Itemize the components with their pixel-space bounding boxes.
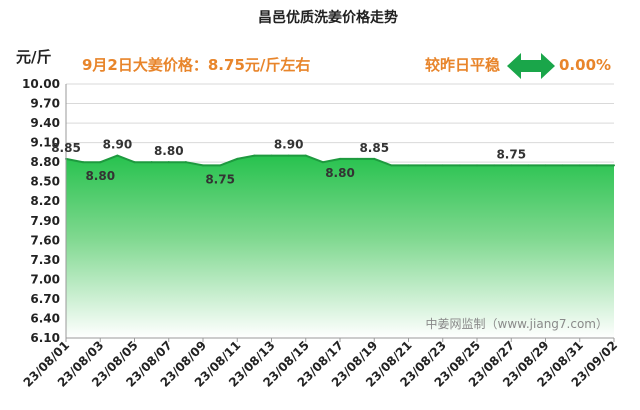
y-tick-label: 7.60 [30,233,60,247]
data-point [407,164,410,167]
y-tick-label: 7.30 [30,253,60,267]
data-point [458,164,461,167]
data-labels: 8.85 8.80 8.90 8.80 8.75 8.90 8.80 8.85 8.75 [51,138,526,187]
data-label: 8.90 [274,138,304,152]
data-label: 8.85 [359,141,389,155]
data-point [167,161,170,164]
y-tick-label: 9.10 [30,136,60,150]
data-point [390,164,393,167]
compare-note: 较昨日平稳 [425,56,500,74]
data-point [339,157,341,160]
data-point [253,154,256,157]
data-label: 8.80 [154,144,184,158]
x-axis-ticks: 23/08/0123/08/0323/08/0523/08/0723/08/09… [21,338,620,390]
chart-title: 昌邑优质洗姜价格走势 [258,9,398,26]
watermark: 中姜网监制（www.jiang7.com） [426,316,608,331]
data-point [373,157,376,160]
data-point [510,164,513,167]
y-tick-label: 8.80 [30,155,60,169]
data-point [476,164,478,167]
data-point [527,164,530,167]
data-label: 8.80 [325,166,355,180]
double-arrow-icon [507,53,555,79]
y-tick-label: 6.10 [30,331,60,345]
data-point [544,164,547,167]
y-tick-label: 8.20 [30,194,60,208]
y-tick-label: 7.90 [30,214,60,228]
data-point [356,157,359,160]
data-point [304,154,307,157]
data-label: 8.90 [103,138,133,152]
data-point [493,164,496,167]
data-point [424,164,427,167]
data-label: 8.75 [205,172,235,186]
data-point [321,161,324,164]
data-point [236,157,239,160]
data-point [441,164,444,167]
data-point [595,164,598,167]
data-point [133,161,136,164]
data-point [287,154,290,157]
data-point [184,161,187,164]
price-area [66,155,614,338]
data-label: 8.80 [85,169,115,183]
data-point [578,164,581,167]
price-note: 9月2日大姜价格：8.75元/斤左右 [82,56,310,74]
data-point [561,164,564,167]
y-tick-label: 9.40 [30,116,60,130]
data-point [202,164,204,167]
y-tick-label: 6.40 [30,311,60,325]
y-tick-label: 8.50 [30,175,60,189]
data-point [150,161,153,164]
y-axis-ticks: 10.00 9.70 9.40 9.10 8.80 8.50 8.20 7.90 7.60 7.3… [22,77,60,345]
data-point [99,161,102,164]
data-point [270,154,273,157]
data-label: 8.75 [496,147,526,161]
y-tick-label: 6.70 [30,292,60,306]
data-point [116,154,119,157]
data-point [613,164,615,167]
y-tick-label: 7.00 [30,272,60,286]
data-point [219,164,222,167]
data-points [65,154,615,167]
change-percent: 0.00% [559,56,611,74]
y-unit-label: 元/斤 [16,48,51,66]
data-label: 8.85 [51,141,81,155]
y-tick-label: 9.70 [30,97,60,111]
data-point [82,161,85,164]
y-tick-label: 10.00 [22,77,60,91]
